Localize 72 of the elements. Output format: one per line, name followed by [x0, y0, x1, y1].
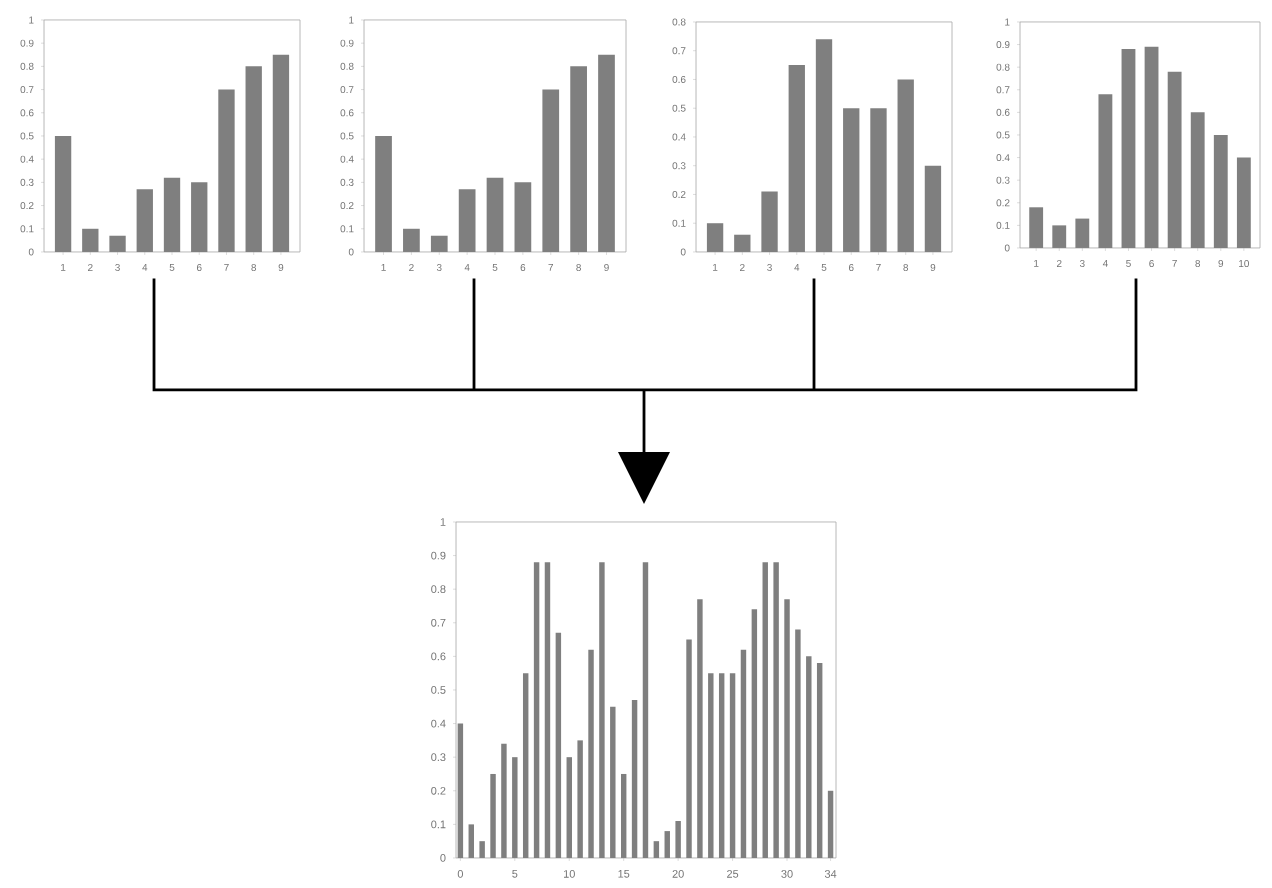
bar [501, 743, 507, 858]
bar [1190, 112, 1205, 248]
bar [843, 108, 860, 252]
bar [542, 89, 560, 252]
bar [1075, 218, 1090, 248]
bar [1029, 207, 1044, 248]
bar [82, 228, 99, 252]
bar [468, 824, 474, 858]
bar [718, 673, 725, 858]
bar [686, 639, 692, 858]
bar [522, 673, 529, 858]
bar [544, 562, 551, 858]
bar [1213, 134, 1228, 248]
bar [486, 177, 504, 252]
bar [458, 189, 476, 252]
bar [762, 562, 768, 858]
bar [815, 39, 833, 252]
bar [642, 562, 649, 858]
bar [430, 235, 448, 252]
bar [1121, 49, 1136, 248]
bar [734, 234, 751, 252]
bar [924, 165, 942, 252]
bar [136, 189, 153, 252]
bar [816, 663, 823, 858]
bar [610, 706, 616, 858]
bar [806, 656, 812, 858]
bar [827, 790, 834, 858]
bar [870, 108, 887, 252]
bar [555, 632, 562, 858]
bar [729, 673, 736, 858]
bar [566, 757, 572, 858]
bar [599, 562, 605, 858]
bar [588, 649, 594, 858]
bar [598, 54, 615, 252]
bar [163, 177, 181, 252]
bar [490, 773, 496, 858]
bar [740, 649, 747, 858]
bar [533, 562, 540, 858]
bar [514, 182, 532, 252]
bar [653, 841, 660, 858]
bar [218, 89, 235, 252]
bar [897, 79, 914, 252]
bar [54, 135, 72, 252]
bar [1098, 94, 1113, 248]
bar [191, 182, 208, 252]
bar [664, 831, 670, 858]
bar [773, 562, 779, 858]
bar [708, 673, 714, 858]
bar [784, 599, 790, 858]
bar [512, 757, 518, 858]
bar [1144, 46, 1159, 248]
bar [788, 65, 805, 252]
bar [272, 54, 290, 252]
bar [570, 66, 587, 252]
bar [577, 740, 583, 858]
bar [620, 773, 627, 858]
bar [109, 235, 126, 252]
bar [631, 700, 638, 858]
bar [675, 821, 681, 858]
bar [1236, 157, 1251, 248]
bar [457, 723, 464, 858]
bar [479, 841, 485, 858]
bar [795, 629, 801, 858]
bar [761, 191, 778, 252]
bar [375, 135, 392, 252]
bar [706, 223, 724, 252]
bar [403, 228, 420, 252]
bar [245, 66, 262, 252]
bar [1167, 71, 1182, 248]
bar [751, 609, 758, 858]
bar [697, 599, 703, 858]
bar [1052, 225, 1067, 248]
